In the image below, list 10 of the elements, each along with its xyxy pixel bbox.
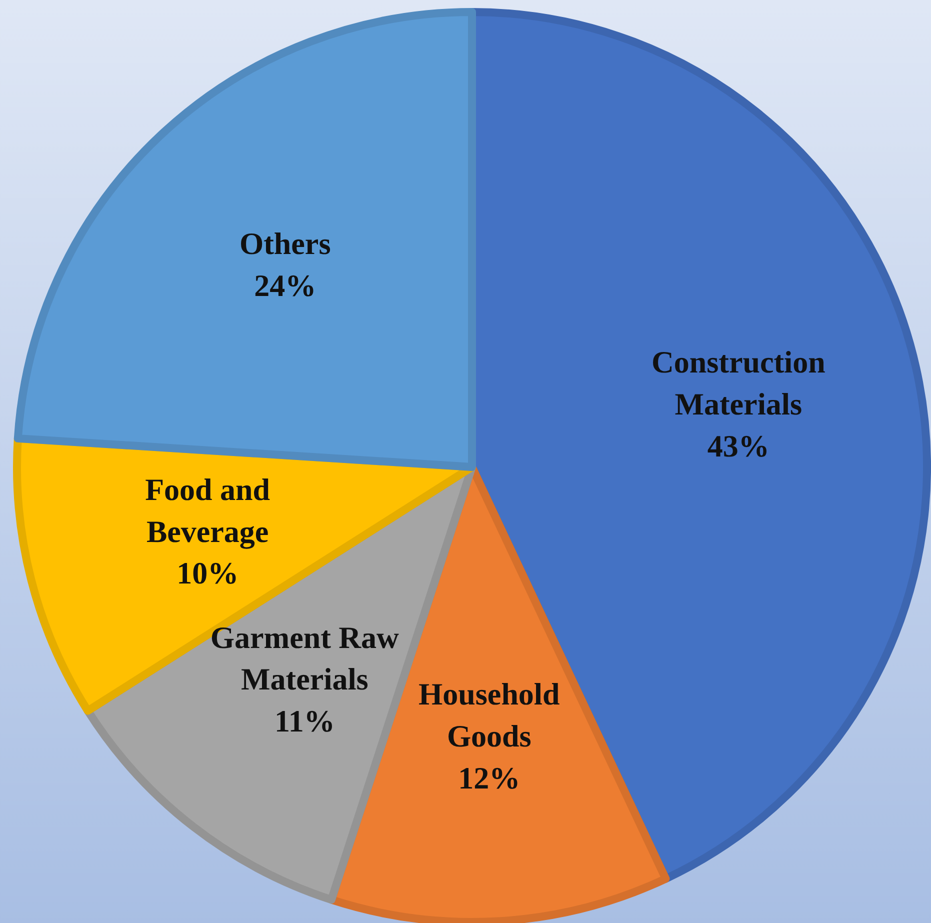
data-label: 24% [254,268,316,304]
data-label: 10% [176,556,239,591]
data-label: 43% [707,428,770,464]
slice-label: Construction Materials [651,344,826,422]
slice-label: Food and Beverage [145,472,270,549]
data-label: 11% [274,704,335,739]
data-label: 12% [458,760,520,796]
slice-label: Household Goods [418,676,560,754]
slice-label: Garment Raw Materials [210,620,400,697]
slice-label: Others [239,226,331,262]
